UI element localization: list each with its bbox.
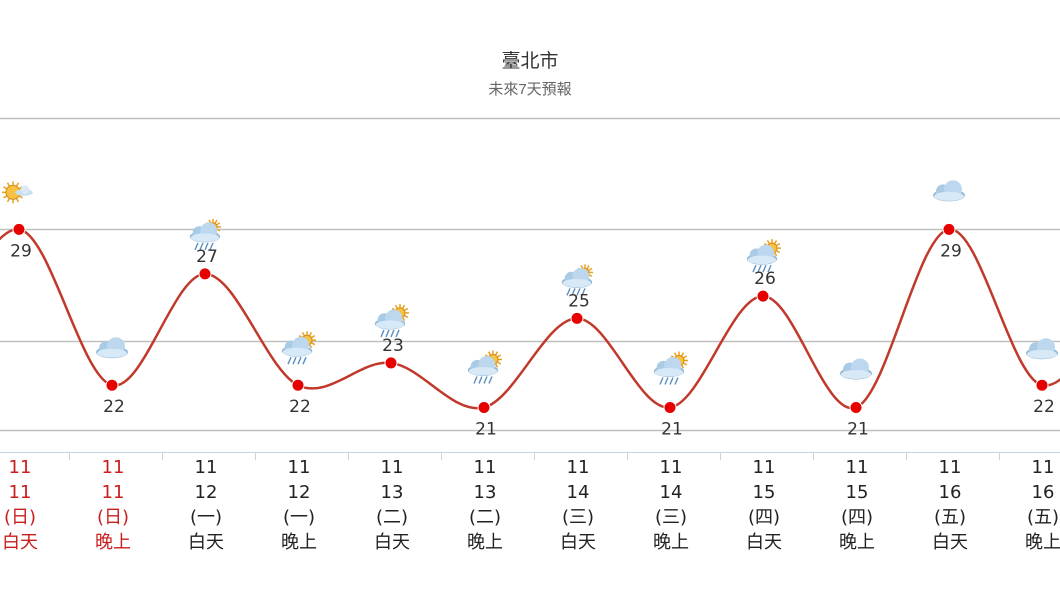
x-tick-label: 白天 [560,532,596,553]
data-point [849,400,863,414]
x-tick-label: 11 [939,457,962,478]
x-tick-label: (日) [4,507,36,528]
chart-subtitle: 未來7天預報 [488,81,572,98]
x-tick-label: 晚上 [1025,532,1060,553]
x-tick-label: 11 [102,482,125,503]
cloud-rain-icon [561,264,593,296]
data-label: 21 [475,419,497,439]
data-label: 22 [1033,397,1055,417]
data-label: 26 [754,269,776,289]
data-point [570,311,584,325]
x-tick-label: 11 [567,457,590,478]
cloudy-icon [840,358,872,380]
data-point [1035,378,1049,392]
x-tick-label: 晚上 [839,532,875,553]
x-tick-label: 11 [474,457,497,478]
cloud-sun-rain-icon [653,351,688,385]
x-tick-label: 12 [288,482,311,503]
x-tick-label: 晚上 [653,532,689,553]
x-tick-label: 晚上 [467,532,503,553]
x-tick-label: 13 [474,482,497,503]
data-point [477,400,491,414]
data-point [942,222,956,236]
x-tick-label: 白天 [188,532,224,553]
x-tick-label: (四) [841,507,873,528]
x-tick-label: 11 [102,457,125,478]
x-tick-label: 白天 [374,532,410,553]
cloudy-icon [96,337,128,359]
x-tick-label: 15 [846,482,869,503]
x-tick-label: (五) [1027,507,1059,528]
data-point [105,378,119,392]
x-tick-label: 11 [195,457,218,478]
cloud-sun-rain-icon [467,350,502,384]
data-label: 22 [289,397,311,417]
x-tick-label: 白天 [932,532,968,553]
data-label: 23 [382,336,404,356]
data-point [756,289,770,303]
x-tick-label: 11 [381,457,404,478]
x-tick-label: 晚上 [95,532,131,553]
x-tick-label: 13 [381,482,404,503]
temperature-line [0,228,1060,410]
x-tick-label: 14 [567,482,590,503]
chart-title: 臺北市 [501,51,559,72]
data-label: 21 [661,419,683,439]
x-tick-label: 16 [939,482,962,503]
cloud-rain-icon [189,218,221,251]
x-tick-label: 11 [846,457,869,478]
x-tick-label: 12 [195,482,218,503]
data-label: 29 [940,241,962,261]
x-tick-label: 11 [660,457,683,478]
data-label: 29 [10,241,32,261]
x-tick-label: 晚上 [281,532,317,553]
data-point [663,400,677,414]
data-label: 27 [196,247,218,267]
cloud-sun-rain-icon [374,303,409,338]
x-tick-label: (三) [562,507,594,528]
cloud-sun-rain-icon [746,239,781,273]
x-tick-label: 15 [753,482,776,503]
data-point [384,356,398,370]
cloudy-icon [1026,338,1058,360]
data-label: 25 [568,291,590,311]
x-tick-label: (日) [97,507,129,528]
x-tick-label: (四) [748,507,780,528]
data-point [12,222,26,236]
data-point [291,378,305,392]
data-label: 21 [847,419,869,439]
x-tick-label: 16 [1032,482,1055,503]
x-tick-label: (一) [190,507,222,528]
cloudy-icon [933,180,965,202]
x-tick-label: 11 [753,457,776,478]
x-tick-label: 白天 [2,532,38,553]
x-tick-label: 11 [9,482,32,503]
x-tick-label: 11 [9,457,32,478]
x-tick-label: 白天 [746,532,782,553]
cloud-sun-rain-icon [281,331,316,365]
x-tick-label: (二) [469,507,501,528]
x-tick-label: (一) [283,507,315,528]
x-tick-label: 11 [1032,457,1055,478]
sunny-cloud-icon [2,181,33,204]
x-tick-label: (二) [376,507,408,528]
x-tick-label: (五) [934,507,966,528]
x-tick-label: (三) [655,507,687,528]
x-tick-label: 14 [660,482,683,503]
x-tick-label: 11 [288,457,311,478]
data-point [198,267,212,281]
data-label: 22 [103,397,125,417]
